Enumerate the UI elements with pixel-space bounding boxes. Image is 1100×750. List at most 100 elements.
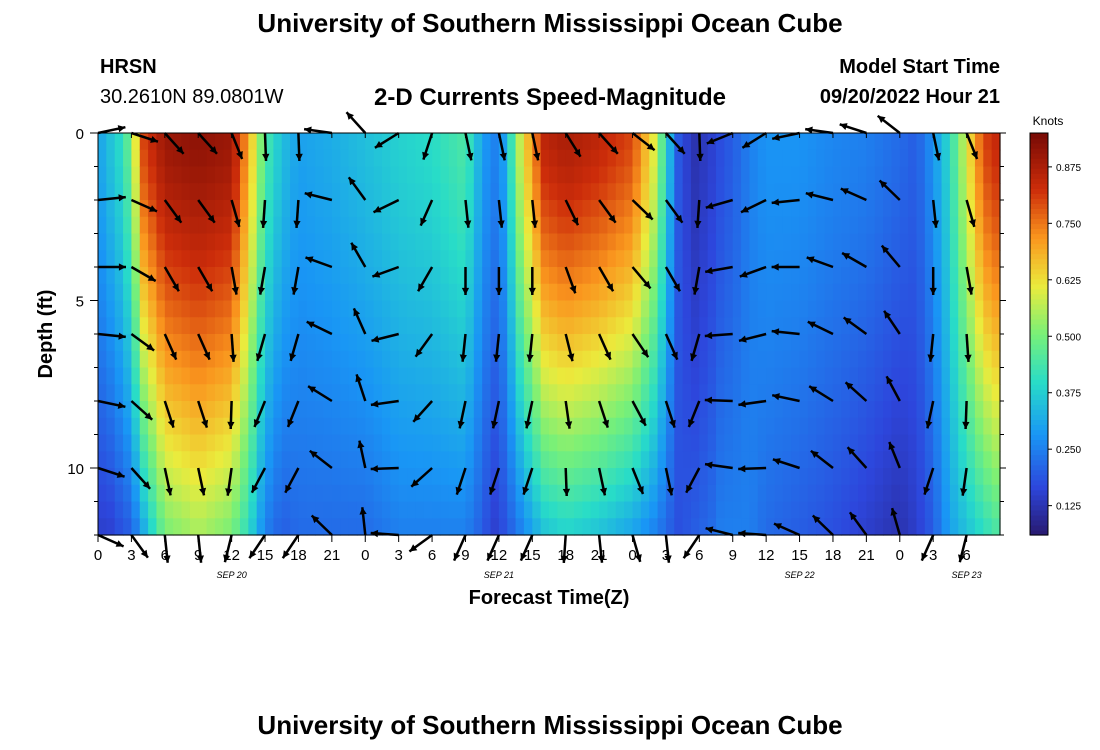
heatmap-cell [665,501,675,519]
heatmap-cell [223,283,233,302]
vector-head [677,146,685,154]
heatmap-cell [181,468,191,486]
heatmap-cell [749,334,759,352]
heatmap-cell [131,183,141,201]
heatmap-cell [707,334,717,352]
heatmap-cell [716,451,725,469]
heatmap-cell [340,417,350,436]
heatmap-cell [649,484,659,503]
heatmap-cell [365,350,375,369]
current-vector [664,333,679,361]
heatmap-cell [574,200,584,218]
heatmap-cell [716,250,725,268]
current-vectors [97,111,979,563]
heatmap-cell [858,401,867,419]
current-vector [562,467,571,497]
current-vector [197,199,216,224]
heatmap-cell [248,233,258,251]
heatmap-cell [515,451,525,469]
heatmap-cell [365,183,375,201]
heatmap-cell [381,434,391,452]
heatmap-cell [407,367,416,385]
heatmap-cell [415,133,425,151]
heatmap-cell [690,233,700,251]
heatmap-cell [858,501,867,519]
heatmap-cell [582,183,592,201]
heatmap-cell [123,283,133,302]
colorbar-segment [1030,253,1048,260]
colorbar-tick-label: 0.750 [1056,219,1081,230]
current-vector [489,467,501,495]
heatmap-cell [532,518,542,536]
heatmap-cell [807,149,817,168]
current-vector [883,310,901,335]
heatmap-cell [381,451,391,469]
current-vector [359,507,367,536]
heatmap-cell [657,200,667,218]
heatmap-cell [607,451,617,469]
heatmap-cell [214,300,224,318]
heatmap-cell [290,334,300,352]
heatmap-cell [298,401,308,419]
heatmap-cell [749,216,759,235]
heatmap-cell [256,367,266,385]
heatmap-cell [774,317,784,335]
heatmap-cell [824,434,834,452]
heatmap-cell [640,267,650,285]
heatmap-cell [916,501,926,519]
heatmap-cell [891,350,901,369]
heatmap-cell [649,417,659,436]
heatmap-cell [891,317,901,335]
heatmap-cell [941,334,951,352]
colorbar-segment [1030,288,1048,295]
x-tick-label: 0 [896,547,904,564]
colorbar-segment [1030,384,1048,390]
heatmap-cell [774,367,784,385]
heatmap-cell [440,283,450,302]
heatmap-cell [565,384,575,402]
heatmap-cell [941,518,951,536]
heatmap-cell [615,350,625,369]
heatmap-cell [415,484,425,503]
heatmap-cell [649,283,659,302]
colorbar-segment [1030,173,1048,179]
heatmap-cell [924,267,934,285]
vector-head [602,419,609,428]
heatmap-cell [665,200,675,218]
heatmap-cell [331,384,341,402]
heatmap-cell [498,300,508,318]
current-vector [97,125,126,135]
heatmap-cell [123,367,133,385]
heatmap-cell [214,417,224,436]
heatmap-cell [615,233,625,251]
y-axis-label: Depth (ft) [35,290,57,379]
x-tick-label: 12 [758,547,775,564]
heatmap-cell [448,300,458,318]
heatmap-cell [991,300,1001,318]
heatmap-cell [206,300,216,318]
heatmap-cell [114,367,124,385]
heatmap-cell [448,484,458,503]
heatmap-cell [248,267,258,285]
heatmap-cell [106,334,116,352]
heatmap-cell [423,250,433,268]
heatmap-cell [724,501,734,519]
vector-head [686,484,693,493]
heatmap-cell [306,200,316,218]
heatmap-cell [340,283,350,302]
heatmap-cell [473,334,483,352]
heatmap-cell [114,133,124,151]
heatmap-cell [148,484,158,503]
colorbar-segment [1030,143,1048,149]
heatmap-cell [949,434,959,452]
current-vector [408,533,433,553]
vector-head [351,242,358,251]
heatmap-cell [582,401,592,419]
heatmap-cell [331,468,341,486]
heatmap-cell [549,166,558,184]
colorbar-segment [1030,323,1048,330]
heatmap-cell [348,166,358,184]
heatmap-cell [315,317,325,335]
colorbar-segment [1030,283,1048,290]
heatmap-cell [465,166,475,184]
